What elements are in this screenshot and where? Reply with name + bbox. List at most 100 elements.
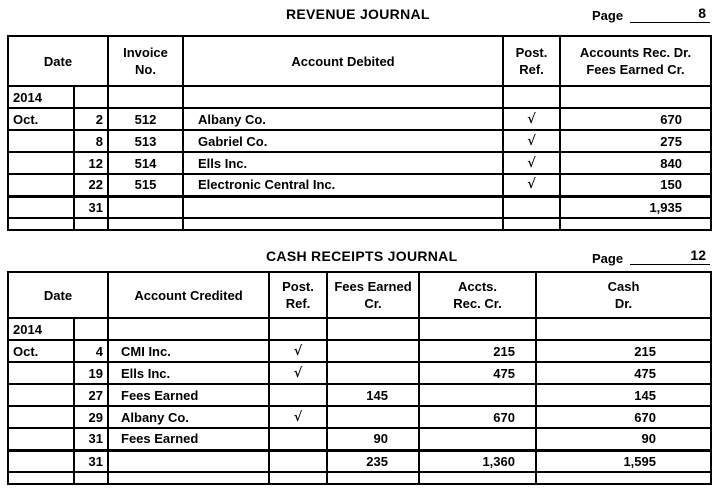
header-account-credited: Account Credited xyxy=(107,271,270,319)
cash-header-row: Date Account Credited Post. Ref. Fees Ear… xyxy=(7,271,712,319)
account-cell: Ells Inc. xyxy=(182,151,504,175)
empty-cell xyxy=(7,471,75,485)
account-cell: Gabriel Co. xyxy=(182,129,504,153)
amount-cell: 275 xyxy=(559,129,712,153)
header-accts-rec-line2: Rec. Cr. xyxy=(453,296,502,311)
post-ref-check-icon: √ xyxy=(268,361,328,385)
empty-cell xyxy=(268,448,328,473)
accts-rec-cell xyxy=(418,383,537,407)
cash-cell: 145 xyxy=(535,383,712,407)
empty-cell xyxy=(418,317,537,341)
header-accts-rec-line1: Accts. xyxy=(457,279,498,294)
fees-earned-cell xyxy=(326,405,420,429)
account-cell: Albany Co. xyxy=(107,405,270,429)
blank-row xyxy=(7,471,712,485)
revenue-journal-page-number: 8 xyxy=(630,5,710,23)
revenue-journal-page-label: Page xyxy=(592,8,624,23)
revenue-journal-table: Date Invoice No. Account Debited Post. Ref… xyxy=(7,35,712,231)
post-ref-check-icon: √ xyxy=(502,107,561,131)
cash-cell: 90 xyxy=(535,427,712,451)
empty-cell xyxy=(73,471,109,485)
empty-cell xyxy=(7,194,75,219)
invoice-cell: 512 xyxy=(107,107,184,131)
empty-cell xyxy=(418,471,537,485)
month-cell xyxy=(7,151,75,175)
day-cell: 19 xyxy=(73,361,109,385)
empty-cell xyxy=(535,317,712,341)
accts-rec-cell: 215 xyxy=(418,339,537,363)
total-cash-cell: 1,595 xyxy=(535,448,712,473)
month-cell xyxy=(7,173,75,197)
cash-cell: 215 xyxy=(535,339,712,363)
header-amount-line2: Fees Earned Cr. xyxy=(586,62,685,77)
day-cell: 2 xyxy=(73,107,109,131)
month-cell xyxy=(7,361,75,385)
month-cell xyxy=(7,427,75,451)
header-post-ref-line2: Ref. xyxy=(285,296,311,311)
table-row: 29 Albany Co. √ 670 670 xyxy=(7,405,712,429)
post-ref-check-icon xyxy=(268,427,328,451)
cash-cell: 670 xyxy=(535,405,712,429)
post-ref-check-icon: √ xyxy=(502,129,561,153)
header-cash-line1: Cash xyxy=(607,279,640,294)
revenue-journal-title: REVENUE JOURNAL xyxy=(286,6,430,22)
fees-earned-cell xyxy=(326,361,420,385)
empty-cell xyxy=(268,471,328,485)
empty-cell xyxy=(559,217,712,231)
cash-receipts-journal-title: CASH RECEIPTS JOURNAL xyxy=(266,248,458,264)
header-post-ref: Post. Ref. xyxy=(502,35,561,87)
day-cell: 8 xyxy=(73,129,109,153)
year-cell: 2014 xyxy=(7,317,75,341)
empty-cell xyxy=(535,471,712,485)
total-fees-earned-cell: 235 xyxy=(326,448,420,473)
month-cell xyxy=(7,405,75,429)
fees-earned-cell: 145 xyxy=(326,383,420,407)
header-invoice-line1: Invoice xyxy=(123,45,168,60)
header-invoice-line2: No. xyxy=(135,62,156,77)
table-row: 27 Fees Earned 145 145 xyxy=(7,383,712,407)
header-post-ref: Post. Ref. xyxy=(268,271,328,319)
header-invoice-no: Invoice No. xyxy=(107,35,184,87)
empty-cell xyxy=(182,194,504,219)
day-cell: 4 xyxy=(73,339,109,363)
empty-cell xyxy=(107,194,184,219)
empty-cell xyxy=(107,448,270,473)
day-cell: 29 xyxy=(73,405,109,429)
post-ref-check-icon xyxy=(268,383,328,407)
total-day-cell: 31 xyxy=(73,448,109,473)
month-cell: Oct. xyxy=(7,107,75,131)
post-ref-check-icon: √ xyxy=(502,173,561,197)
empty-cell xyxy=(182,217,504,231)
header-account-debited: Account Debited xyxy=(182,35,504,87)
header-amount-line1: Accounts Rec. Dr. xyxy=(579,45,692,60)
accts-rec-cell: 475 xyxy=(418,361,537,385)
account-cell: Albany Co. xyxy=(182,107,504,131)
empty-cell xyxy=(107,471,270,485)
empty-cell xyxy=(107,217,184,231)
account-cell: Fees Earned xyxy=(107,427,270,451)
year-cell: 2014 xyxy=(7,85,75,109)
table-row: Oct. 4 CMI Inc. √ 215 215 xyxy=(7,339,712,363)
year-row: 2014 xyxy=(7,317,712,341)
accts-rec-cell: 670 xyxy=(418,405,537,429)
total-amount-cell: 1,935 xyxy=(559,194,712,219)
empty-cell xyxy=(326,471,420,485)
blank-row xyxy=(7,217,712,231)
amount-cell: 670 xyxy=(559,107,712,131)
empty-cell xyxy=(268,317,328,341)
empty-cell xyxy=(502,194,561,219)
empty-cell xyxy=(326,317,420,341)
total-day-cell: 31 xyxy=(73,194,109,219)
month-cell: Oct. xyxy=(7,339,75,363)
day-cell: 12 xyxy=(73,151,109,175)
empty-cell xyxy=(502,217,561,231)
invoice-cell: 514 xyxy=(107,151,184,175)
empty-cell xyxy=(559,85,712,109)
empty-cell xyxy=(107,317,270,341)
total-row: 31 235 1,360 1,595 xyxy=(7,448,712,473)
cash-cell: 475 xyxy=(535,361,712,385)
header-fees-earned-line2: Cr. xyxy=(364,296,382,311)
amount-cell: 150 xyxy=(559,173,712,197)
year-row: 2014 xyxy=(7,85,712,109)
empty-cell xyxy=(7,217,75,231)
